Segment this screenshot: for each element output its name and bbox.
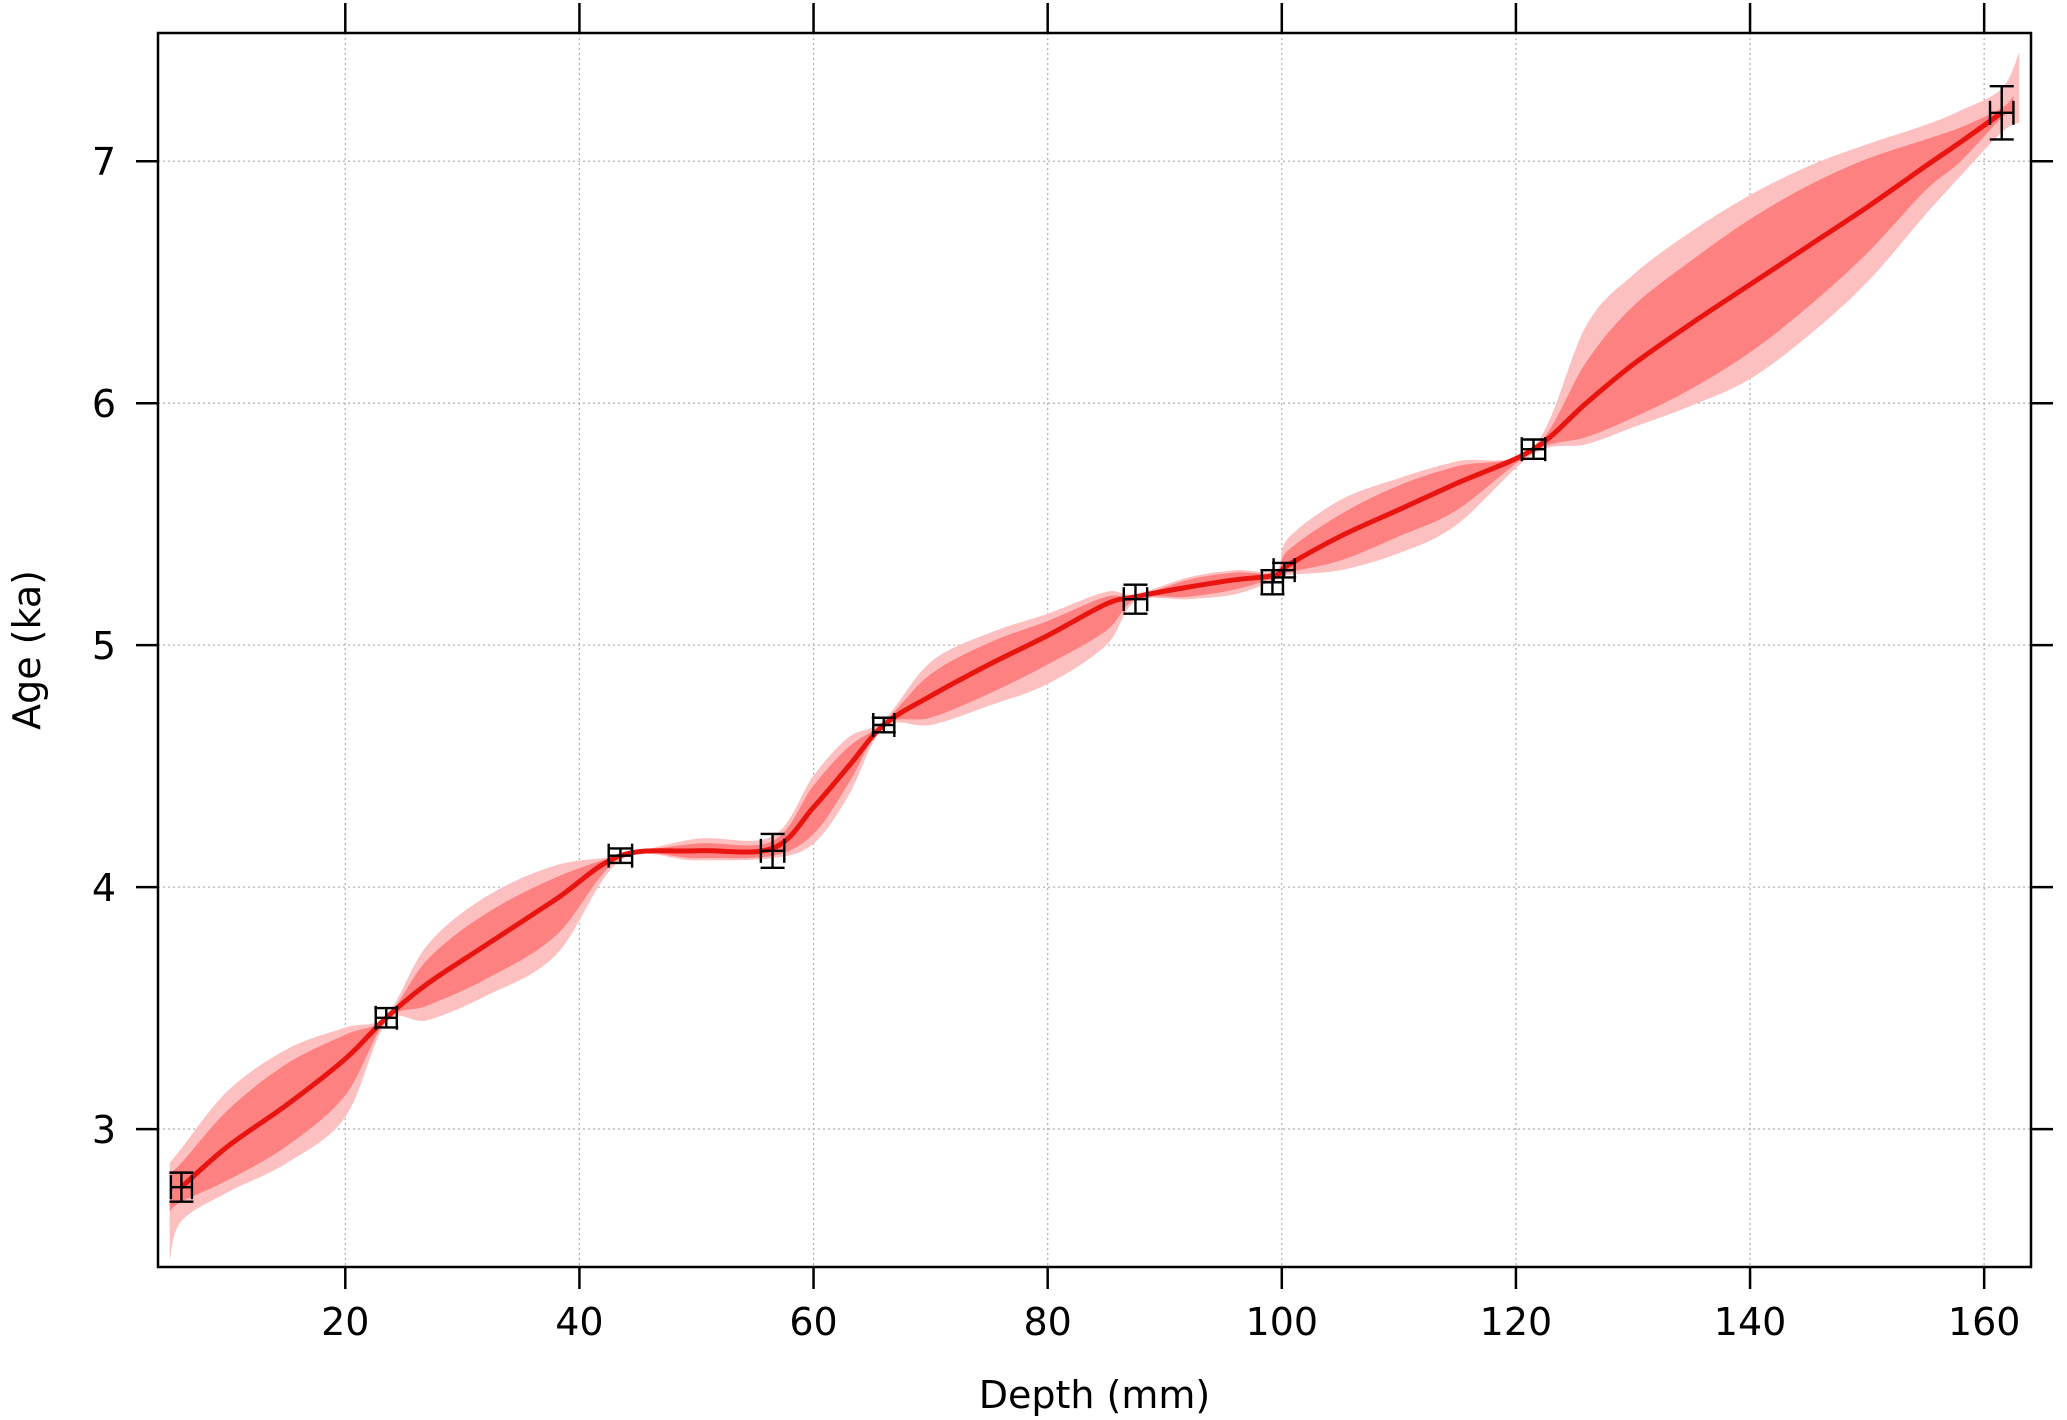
plot-frame (156, 31, 2033, 1269)
y-tick-label: 7 (92, 140, 116, 184)
dated-point (607, 843, 634, 868)
y-tick-label: 6 (92, 382, 116, 426)
median-curve-layer (179, 110, 2004, 1190)
inner-confidence-band (169, 95, 2014, 1212)
dated-point (871, 713, 896, 738)
y-axis-title: Age (ka) (5, 570, 49, 730)
dated-point (1520, 437, 1547, 462)
gridlines (158, 33, 2031, 1267)
median-age-curve (179, 110, 2004, 1190)
y-tick-label: 5 (92, 624, 116, 668)
y-tick-label: 4 (92, 866, 116, 910)
x-tick-label: 80 (1023, 1300, 1071, 1344)
x-tick-label: 120 (1480, 1300, 1553, 1344)
x-axis-title: Depth (mm) (979, 1373, 1211, 1417)
dated-point (374, 1005, 399, 1030)
x-tick-label: 100 (1246, 1300, 1319, 1344)
x-tick-label: 60 (789, 1300, 837, 1344)
x-tick-label: 20 (321, 1300, 369, 1344)
axis-ticks: 20 40 60 80 100 120 140 160 3 4 5 6 7 (92, 3, 2053, 1344)
x-tick-label: 160 (1948, 1300, 2021, 1344)
dated-point (1988, 85, 2015, 141)
confidence-bands (169, 52, 2020, 1260)
dated-points (169, 85, 2015, 1203)
y-tick-label: 3 (92, 1108, 116, 1152)
x-tick-label: 40 (555, 1300, 603, 1344)
dated-point (169, 1171, 194, 1203)
x-tick-label: 140 (1714, 1300, 1787, 1344)
dated-point (1122, 583, 1149, 615)
dated-point (759, 832, 786, 869)
dated-point (1272, 558, 1297, 583)
